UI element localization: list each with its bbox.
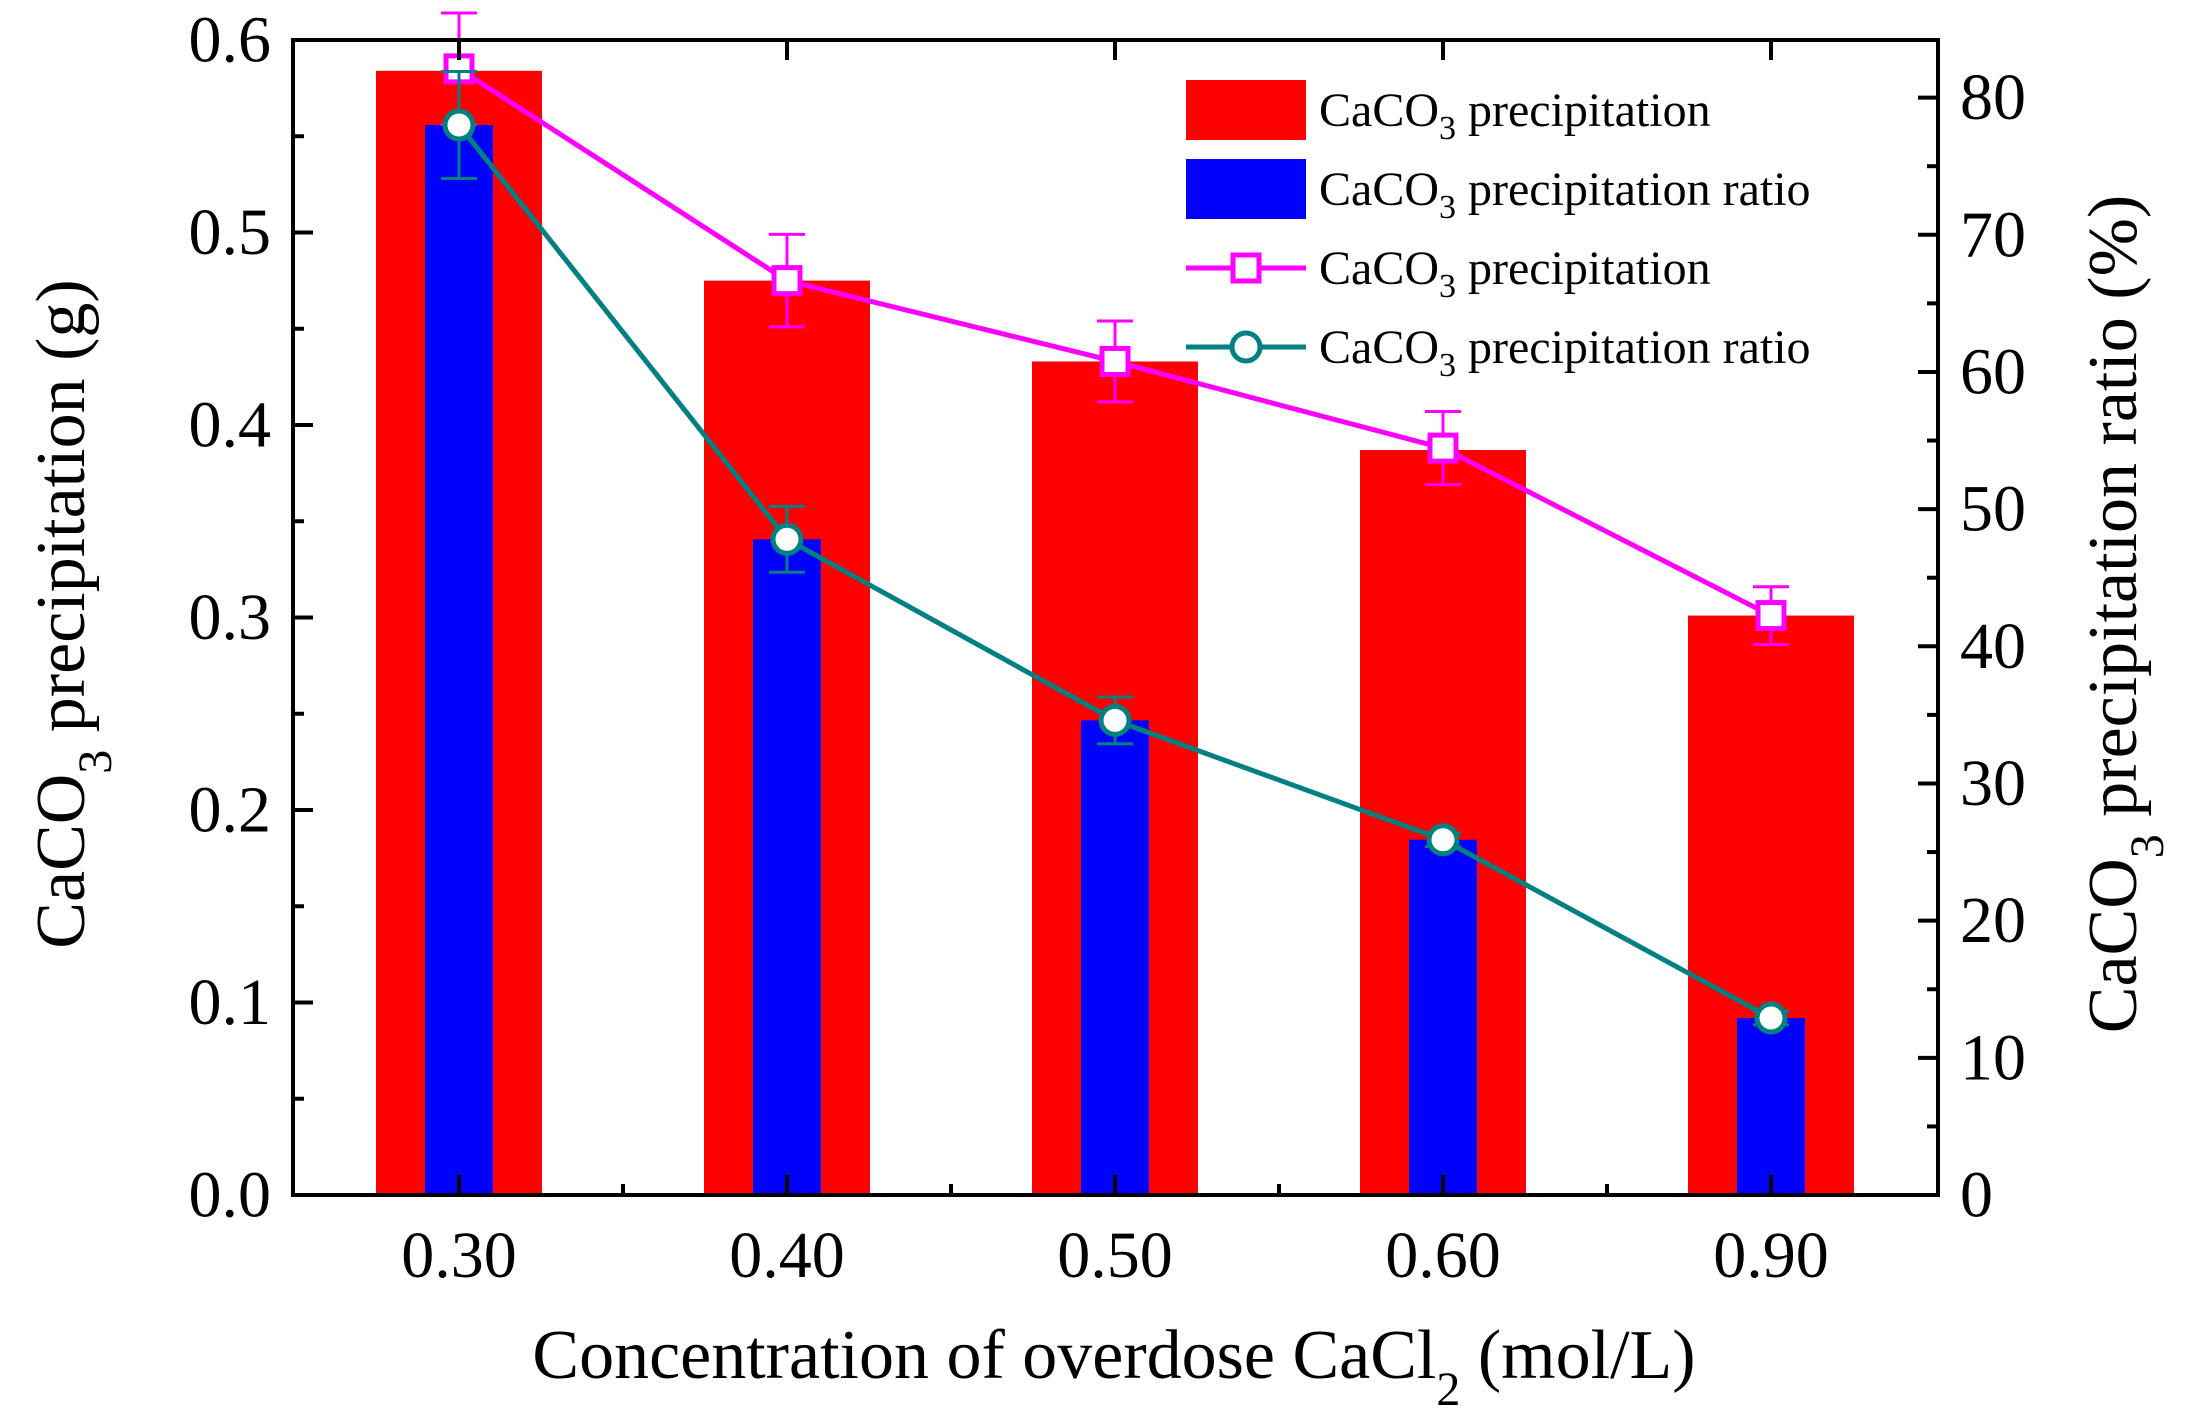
legend-label-0: CaCO3 precipitation: [1319, 84, 1711, 148]
x-axis-title-subscript: 2: [1436, 1363, 1460, 1412]
legend-label-sub-2: 3: [1439, 268, 1456, 305]
x-axis-title-main: Concentration of overdose CaCl: [532, 1317, 1436, 1394]
legend-swatch-precipitation-bar: [1186, 80, 1306, 140]
precipitation-marker-3: [1427, 432, 1459, 464]
right-tick-label-8: 80: [1960, 61, 2026, 134]
legend-label-main-0: CaCO: [1319, 84, 1439, 137]
legend-swatch-precipitation-ratio-bar: [1186, 159, 1306, 219]
precipitation-marker-1: [771, 265, 803, 297]
left-y-axis-title-tail: precipitation (g): [23, 279, 100, 749]
right-tick-label-2: 20: [1960, 884, 2026, 957]
right-tick-label-1: 10: [1960, 1021, 2026, 1094]
legend-label-tail-2: precipitation: [1456, 242, 1711, 295]
left-tick-label-5: 0.5: [189, 196, 272, 269]
x-tick-label-2: 0.50: [1057, 1219, 1173, 1292]
legend-label-sub-3: 3: [1439, 347, 1456, 384]
right-y-axis-title-subscript: 3: [2121, 834, 2174, 858]
left-tick-label-2: 0.2: [189, 774, 272, 847]
legend-label-tail-0: precipitation: [1456, 84, 1711, 137]
precipitation-ratio-marker-3: [1426, 823, 1460, 857]
legend-label-3: CaCO3 precipitation ratio: [1319, 321, 1811, 385]
lines-layer: [441, 11, 1789, 1035]
bar-precipitation-ratio-4: [1737, 1018, 1805, 1195]
legend-marker-circle: [1229, 330, 1263, 364]
x-tick-label-4: 0.90: [1713, 1219, 1829, 1292]
axes-layer: [291, 38, 1940, 1197]
x-tick-label-0: 0.30: [401, 1219, 517, 1292]
left-y-axis-title-main: CaCO: [23, 774, 100, 949]
legend-label-sub-1: 3: [1439, 189, 1456, 226]
legend-label-main-1: CaCO: [1319, 163, 1439, 216]
x-tick-label-3: 0.60: [1385, 1219, 1501, 1292]
legend-label-1: CaCO3 precipitation ratio: [1319, 163, 1811, 227]
left-tick-label-1: 0.1: [189, 966, 272, 1039]
right-tick-label-4: 40: [1960, 610, 2026, 683]
right-tick-label-3: 30: [1960, 747, 2026, 820]
x-tick-label-1: 0.40: [729, 1219, 845, 1292]
legend-label-sub-0: 3: [1439, 110, 1456, 147]
legend-label-main-2: CaCO: [1319, 242, 1439, 295]
right-tick-label-7: 70: [1960, 198, 2026, 271]
right-y-axis-title: CaCO3 precipitation ratio (%): [2075, 195, 2174, 1033]
x-axis-title-tail: (mol/L): [1460, 1317, 1695, 1394]
precipitation-ratio-marker-0: [442, 108, 476, 142]
right-tick-label-5: 50: [1960, 473, 2026, 546]
x-axis-title: Concentration of overdose CaCl2 (mol/L): [532, 1317, 1695, 1412]
legend-marker-square: [1230, 252, 1262, 284]
precipitation-ratio-marker-1: [770, 522, 804, 556]
precipitation-marker-2: [1099, 345, 1131, 377]
legend-label-main-3: CaCO: [1319, 321, 1439, 374]
bar-precipitation-ratio-0: [425, 125, 493, 1196]
legend-label-2: CaCO3 precipitation: [1319, 242, 1711, 306]
right-y-axis-title-main: CaCO: [2075, 858, 2152, 1033]
left-tick-label-3: 0.3: [189, 581, 272, 654]
bar-precipitation-ratio-1: [753, 539, 821, 1195]
precipitation-ratio-marker-4: [1754, 1001, 1788, 1035]
tick-labels: 0.00.10.20.30.40.50.6010203040506070800.…: [189, 4, 2027, 1293]
bars-layer: [376, 70, 1854, 1196]
right-tick-label-6: 60: [1960, 335, 2026, 408]
bar-precipitation-ratio-2: [1081, 720, 1149, 1195]
left-y-axis-title-subscript: 3: [69, 750, 122, 774]
precipitation-marker-4: [1755, 600, 1787, 632]
right-y-axis-title-tail: precipitation ratio (%): [2075, 195, 2152, 834]
right-tick-label-0: 0: [1960, 1159, 1993, 1232]
bar-precipitation-ratio-3: [1409, 839, 1477, 1195]
legend-label-tail-1: precipitation ratio: [1456, 163, 1811, 216]
legend-label-tail-3: precipitation ratio: [1456, 321, 1811, 374]
left-tick-label-0: 0.0: [189, 1159, 272, 1232]
precipitation-ratio-marker-2: [1098, 703, 1132, 737]
left-tick-label-6: 0.6: [189, 4, 272, 77]
left-y-axis-title: CaCO3 precipitation (g): [23, 279, 122, 948]
left-tick-label-4: 0.4: [189, 389, 272, 462]
